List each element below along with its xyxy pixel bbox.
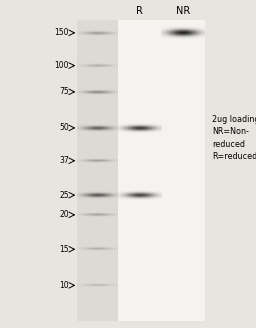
Bar	[77, 20, 205, 321]
Text: 50: 50	[59, 123, 69, 133]
Text: 2ug loading
NR=Non-
reduced
R=reduced: 2ug loading NR=Non- reduced R=reduced	[212, 114, 256, 161]
Text: 20: 20	[59, 210, 69, 219]
Text: 25: 25	[59, 191, 69, 200]
Text: 10: 10	[59, 281, 69, 290]
Text: NR: NR	[176, 7, 190, 16]
Bar	[77, 20, 118, 321]
Text: 37: 37	[59, 156, 69, 165]
Text: 15: 15	[59, 245, 69, 254]
Text: R: R	[136, 7, 143, 16]
Text: 100: 100	[55, 61, 69, 70]
Text: 75: 75	[59, 87, 69, 96]
Text: 150: 150	[55, 28, 69, 37]
